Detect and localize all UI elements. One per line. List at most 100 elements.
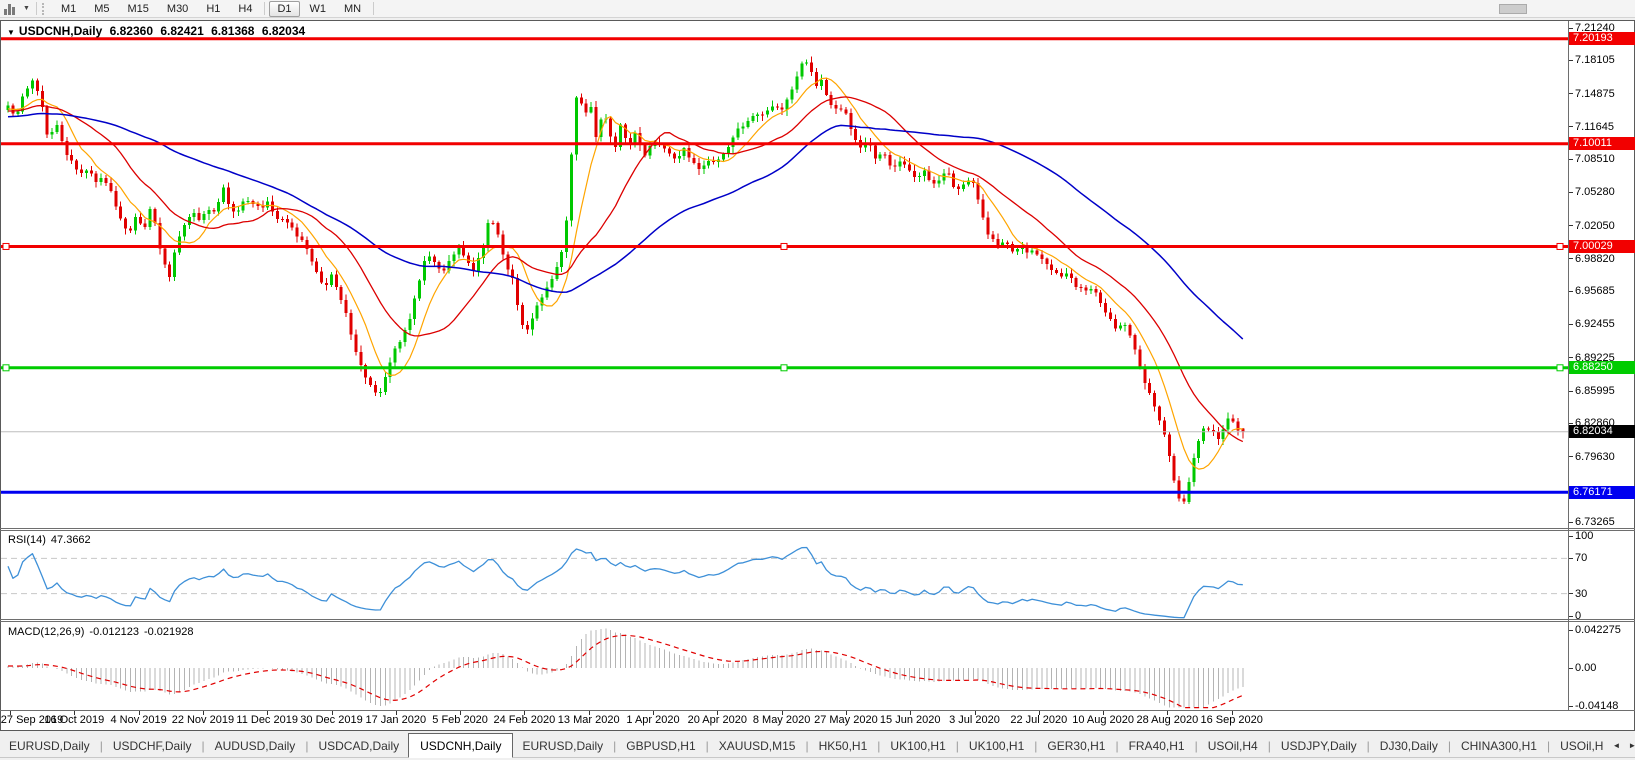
price-axis-label: 7.18105: [1575, 54, 1615, 67]
pane-splitter-rsi-macd[interactable]: [0, 619, 1635, 620]
rsi-tick-mark: [1568, 535, 1573, 537]
chart-tools-icon[interactable]: [2, 1, 22, 16]
chart-tab-usdjpy-daily[interactable]: USDJPY,Daily: [1280, 739, 1357, 753]
chart-tab-gbpusd-h1[interactable]: GBPUSD,H1: [626, 739, 696, 753]
chart-tab-usdcad-daily[interactable]: USDCAD,Daily: [318, 739, 400, 753]
price-axis-label: 6.73265: [1575, 516, 1615, 529]
price-axis-label: 6.89225: [1575, 351, 1615, 364]
price-tick-mark: [1568, 323, 1573, 325]
chart-tab-eurusd-daily[interactable]: EURUSD,Daily: [9, 739, 90, 753]
price-tick-mark: [1568, 93, 1573, 95]
macd-tick-mark: [1568, 705, 1573, 707]
timeframe-button-m5[interactable]: M5: [94, 2, 110, 15]
price-tick-mark: [1568, 225, 1573, 227]
ohlc-high: 6.82421: [160, 24, 204, 38]
time-tick-mark: [845, 711, 847, 715]
rsi-tick-mark: [1568, 615, 1573, 617]
tab-separator: |: [1546, 739, 1551, 753]
rsi-axis-label: 30: [1575, 587, 1588, 600]
time-tick-mark: [331, 711, 333, 715]
rsi-axis-label: 100: [1575, 530, 1594, 542]
timeframe-button-m15[interactable]: M15: [127, 2, 149, 15]
timeframe-button-h1[interactable]: H1: [206, 2, 221, 15]
tab-separator: |: [1267, 739, 1271, 753]
price-tick-mark: [1568, 59, 1573, 61]
time-axis-label: 17 Jan 2020: [365, 714, 427, 726]
tab-separator: |: [99, 739, 103, 753]
axis-separator-line: [1568, 21, 1569, 711]
rsi-tick-mark: [1568, 593, 1573, 595]
price-badge: 7.20193: [1569, 32, 1635, 46]
chart-symbol-period: USDCNH,Daily: [18, 24, 103, 38]
price-axis-label: 7.05280: [1575, 186, 1615, 199]
price-axis-label: 7.08510: [1575, 153, 1615, 166]
chart-tab-ger30-h1[interactable]: GER30,H1: [1047, 739, 1106, 753]
rsi-name: RSI(14): [8, 534, 46, 546]
chart-window: [0, 20, 1635, 731]
pane-splitter-rsi-macd[interactable]: [0, 621, 1635, 622]
time-tick-mark: [138, 711, 140, 715]
tab-separator: |: [1447, 739, 1451, 753]
top-toolbar: ▼ M1 M5 M15 M30 H1 H4 D1 W1 MN: [0, 0, 1635, 18]
price-tick-mark: [1568, 290, 1573, 292]
dropdown-caret-icon[interactable]: ▼: [23, 5, 30, 12]
price-axis-label: 6.95685: [1575, 285, 1615, 298]
price-badge: 6.76171: [1569, 485, 1635, 499]
tab-separator: |: [705, 739, 709, 753]
time-axis-label: 27 May 2020: [814, 714, 878, 726]
chart-tab-dj30-daily[interactable]: DJ30,Daily: [1379, 739, 1438, 753]
price-badge: 6.82034: [1569, 425, 1635, 439]
chart-tab-audusd-daily[interactable]: AUDUSD,Daily: [214, 739, 296, 753]
toolbar-grip[interactable]: [41, 2, 48, 15]
tab-separator: |: [1034, 739, 1038, 753]
price-axis-label: 6.92455: [1575, 318, 1615, 331]
time-tick-mark: [1038, 711, 1040, 715]
ohlc-low: 6.81368: [211, 24, 255, 38]
time-axis-label: 16 Oct 2019: [44, 714, 105, 726]
macd-pane-bottom-border: [0, 710, 1635, 711]
time-axis-label: 11 Dec 2019: [236, 714, 298, 726]
chart-tab-uk100-h1[interactable]: UK100,H1: [968, 739, 1025, 753]
chart-tab-usdchf-daily[interactable]: USDCHF,Daily: [112, 739, 192, 753]
chart-tab-china300-h1[interactable]: CHINA300,H1: [1460, 739, 1537, 753]
tab-separator: |: [305, 739, 309, 753]
chart-tab-fra40-h1[interactable]: FRA40,H1: [1128, 739, 1185, 753]
chart-tab-xauusd-m15[interactable]: XAUUSD,M15: [718, 739, 796, 753]
pane-splitter-main-rsi[interactable]: [0, 530, 1635, 531]
chart-tab-hk50-h1[interactable]: HK50,H1: [818, 739, 868, 753]
time-axis-label: 13 Mar 2020: [557, 714, 620, 726]
rsi-value: 47.3662: [50, 534, 91, 546]
time-axis-label: 10 Aug 2020: [1072, 714, 1134, 726]
tab-scroll-right-icon[interactable]: ►: [1628, 740, 1635, 750]
chart-hscroll-thumb[interactable]: [1499, 4, 1527, 14]
rsi-label: RSI(14) 47.3662: [8, 534, 96, 546]
chart-tab-uk100-h1[interactable]: UK100,H1: [890, 739, 946, 753]
chart-tab-usoil-h[interactable]: USOil,H: [1560, 739, 1604, 753]
timeframe-group: D1 W1 MN: [268, 0, 370, 17]
oneclick-collapse-icon[interactable]: ▼: [7, 28, 15, 37]
timeframe-button-w1[interactable]: W1: [309, 2, 327, 15]
pane-splitter-main-rsi[interactable]: [0, 528, 1635, 529]
macd-label: MACD(12,26,9) -0.012123 -0.021928: [8, 626, 199, 638]
macd-main-value: -0.012123: [89, 626, 139, 638]
time-axis-label: 20 Apr 2020: [687, 714, 747, 726]
time-axis-label: 22 Jul 2020: [1010, 714, 1068, 726]
tab-separator: |: [201, 739, 205, 753]
macd-axis-label: -0.04148: [1575, 700, 1619, 712]
timeframe-button-m30[interactable]: M30: [166, 2, 189, 15]
price-axis-label: 6.79630: [1575, 450, 1615, 463]
timeframe-button-d1[interactable]: D1: [269, 0, 300, 17]
chart-tab-eurusd-daily[interactable]: EURUSD,Daily: [522, 739, 604, 753]
toolbar-separator: [264, 2, 266, 15]
tab-separator: |: [805, 739, 809, 753]
timeframe-button-m1[interactable]: M1: [60, 2, 77, 15]
time-axis-label: 15 Jun 2020: [879, 714, 941, 726]
timeframe-button-mn[interactable]: MN: [344, 2, 362, 15]
chart-tab-usoil-h4[interactable]: USOil,H4: [1207, 739, 1258, 753]
time-tick-mark: [267, 711, 269, 715]
macd-tick-mark: [1568, 667, 1573, 669]
tab-scroll-left-icon[interactable]: ◄: [1612, 740, 1621, 750]
chart-tab-usdcnh-daily[interactable]: USDCNH,Daily: [408, 733, 514, 758]
time-tick-mark: [910, 711, 912, 715]
timeframe-button-h4[interactable]: H4: [238, 2, 253, 15]
